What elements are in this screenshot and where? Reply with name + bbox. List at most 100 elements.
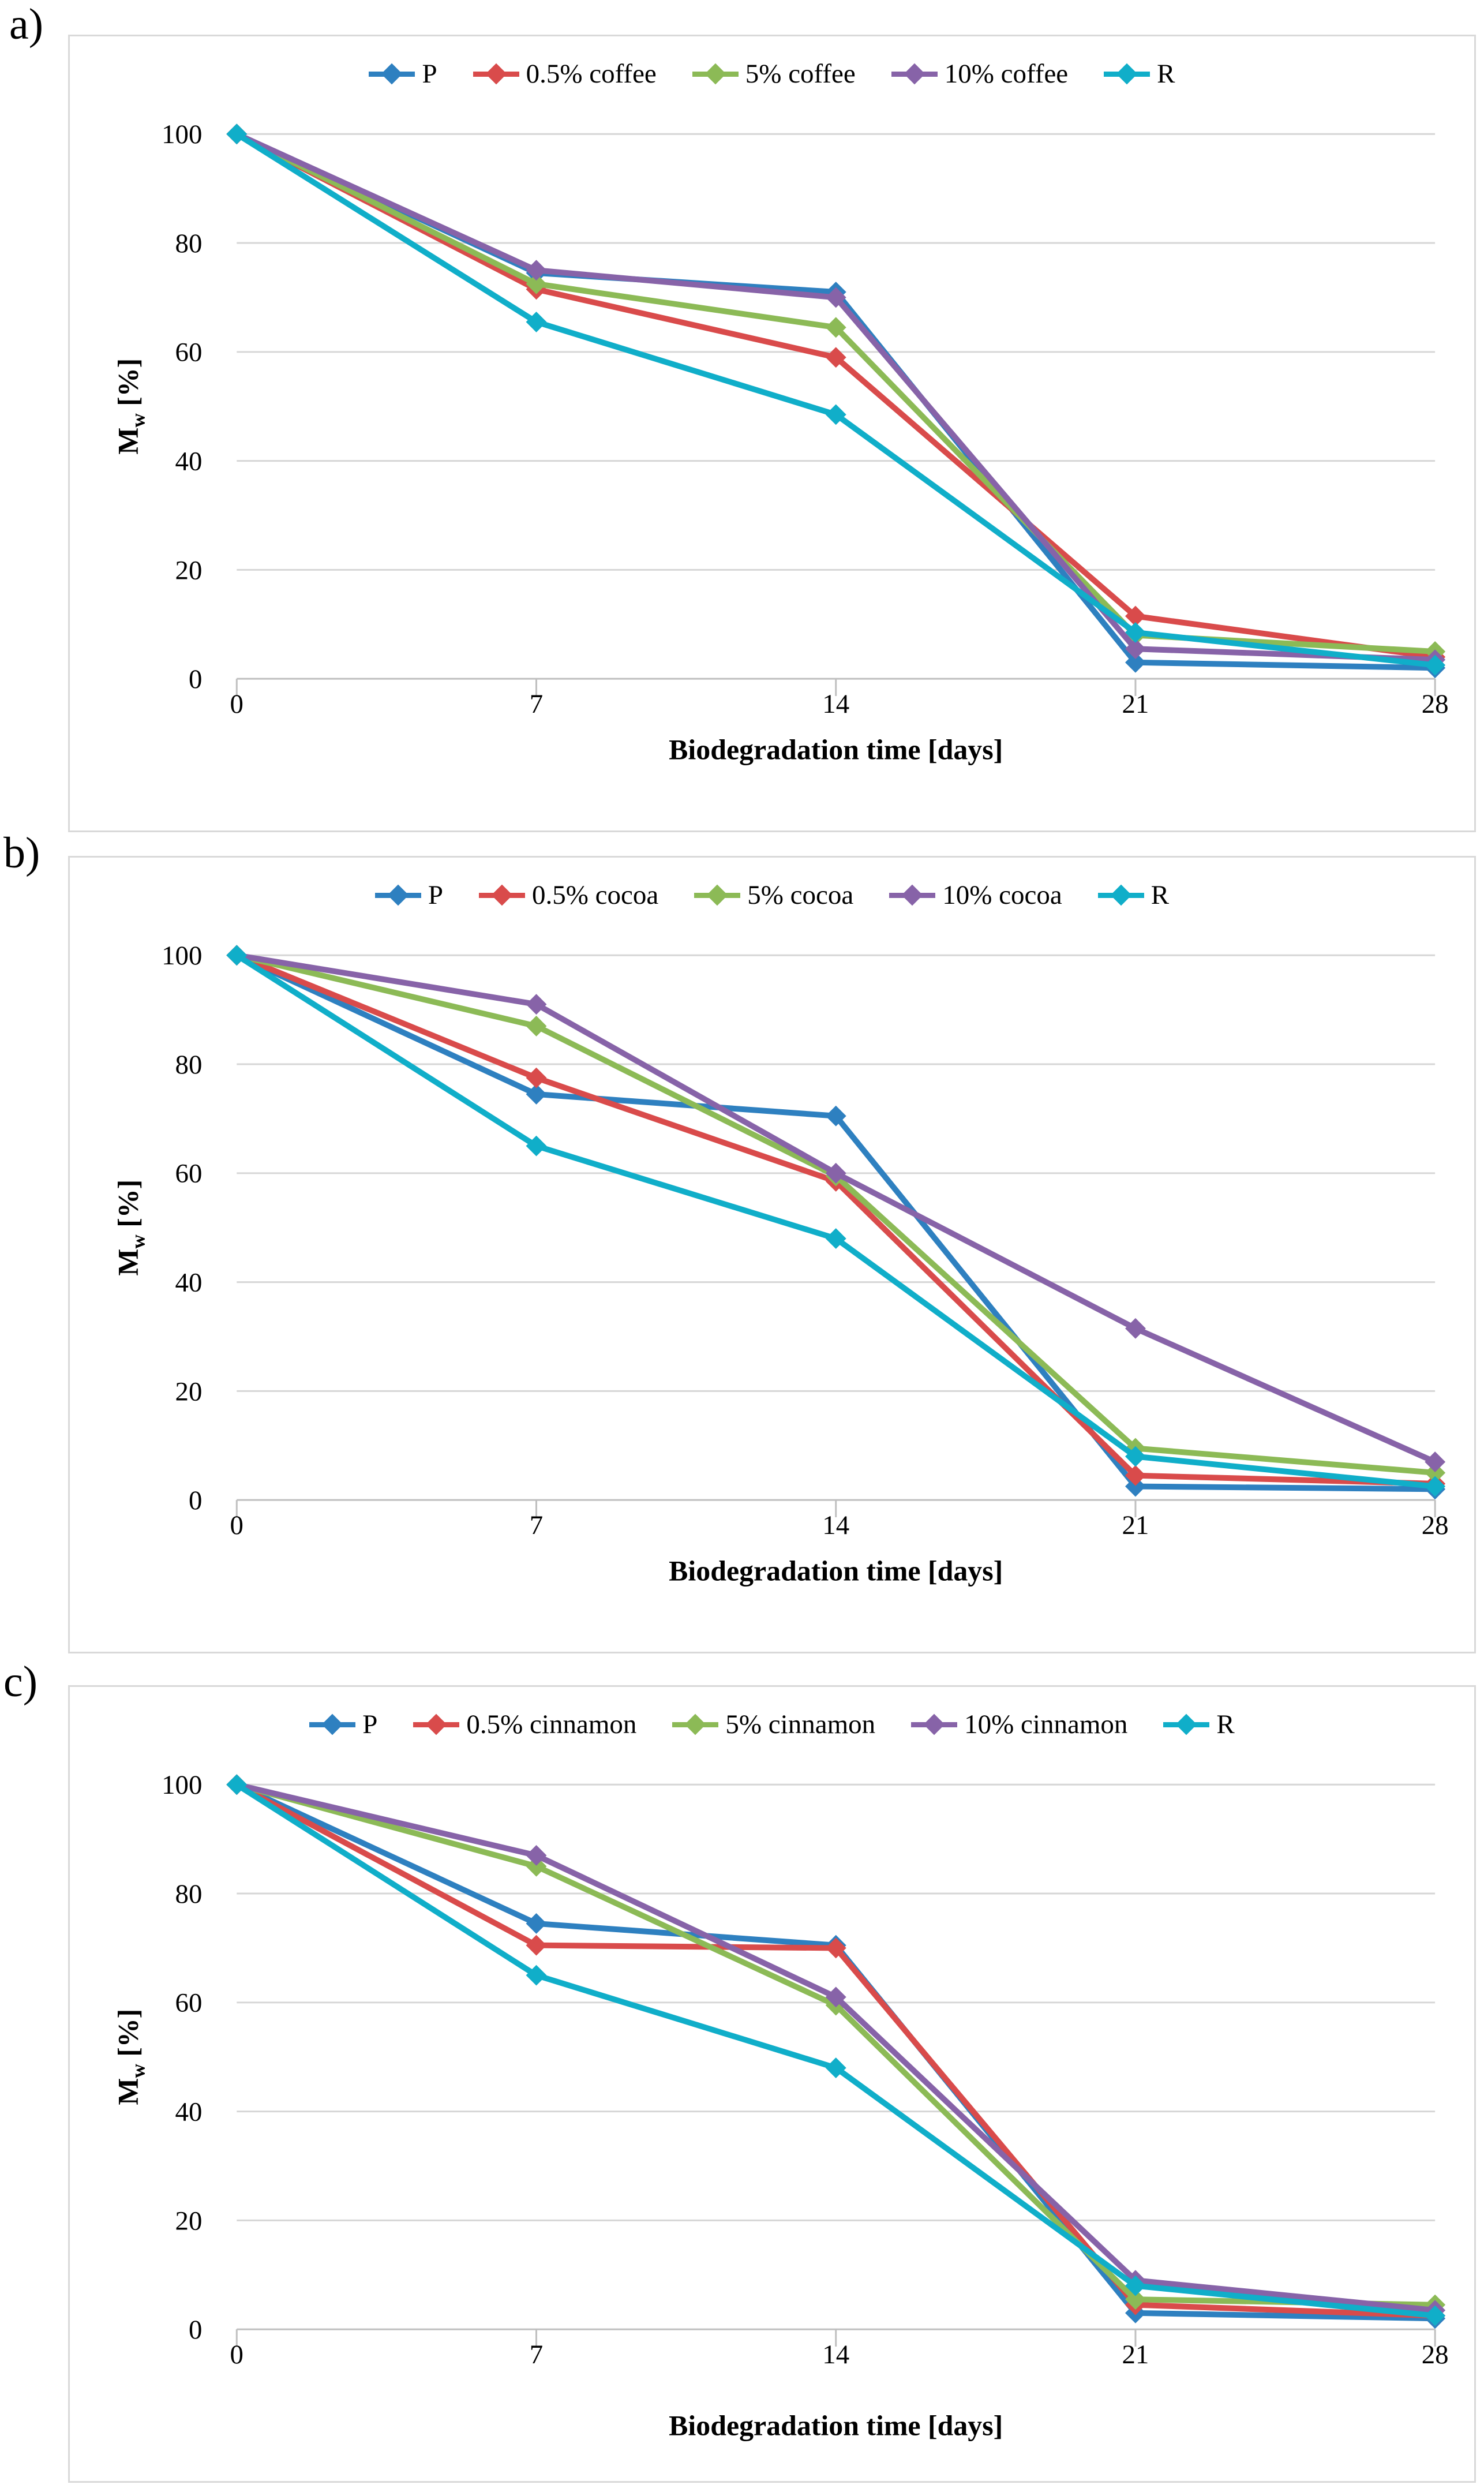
line-plot-cocoa: 0 20 40 60 80 100 0 7 14 21 28 Biodegradation time … [113,941,1449,1587]
legend-label: 10% coffee [944,59,1069,89]
series-0-5-cocoa [226,945,1446,1494]
legend-item-0-5-coffee: 0.5% coffee [473,58,657,89]
legend-diamond [704,63,726,85]
y-tick-label-20: 20 [175,2206,203,2236]
x-axis [235,678,1436,697]
chart-panel-cinnamon: 0 20 40 60 80 100 0 7 14 21 28 Biodegradation time … [68,1685,1476,2483]
legend-item-p: P [369,58,437,89]
y-tick-label-40: 40 [175,447,203,477]
data-point-marker [825,317,846,338]
y-tick-label-100: 100 [162,1770,202,1800]
legend-diamond [387,884,409,906]
legend-label: 5% cocoa [747,880,854,910]
legend-label: P [428,880,444,910]
series-p [226,124,1446,679]
x-tick-label-21: 21 [1122,689,1149,719]
series-line-r [235,953,1436,1490]
x-tick-labels: 0 7 14 21 28 [230,2340,1449,2370]
data-point-marker [825,287,846,308]
legend-label: 0.5% cocoa [532,880,659,910]
legend-label: R [1157,59,1175,89]
legend-line-diamond-icon [479,884,526,906]
legend-diamond [485,63,507,85]
y-tick-label-20: 20 [175,555,203,585]
data-point-marker [526,1965,547,1986]
y-tick-labels: 0 20 40 60 80 100 [162,119,202,694]
legend-line-diamond-icon [672,1713,719,1735]
x-axis-title: Biodegradation time [days] [669,1555,1003,1587]
data-point-marker [1125,2275,1146,2296]
y-axis-title: Mw [%] [113,358,149,455]
legend-label: 10% cocoa [942,880,1062,910]
legend-diamond [685,1713,706,1735]
legend-item-10-coffee: 10% coffee [891,58,1068,89]
legend-line-diamond-icon [1104,63,1151,85]
x-axis-title: Biodegradation time [days] [669,734,1003,766]
panel-letter-b: b) [3,829,40,877]
series-5-cinnamon [226,1774,1446,2315]
series-r [226,945,1446,1497]
legend-diamond [1116,63,1138,85]
data-point-marker [1425,654,1446,676]
y-tick-label-60: 60 [175,1159,203,1189]
x-tick-label-0: 0 [230,1510,243,1540]
series-line-p [235,1782,1436,2322]
data-point-marker [226,1774,248,1795]
series-0-5-cinnamon [226,1774,1446,2326]
legend-diamond [923,1713,945,1735]
x-axis [235,1499,1436,1518]
y-axis-title: Mw [%] [113,2009,149,2105]
series-0-5-coffee [226,124,1446,668]
x-tick-label-7: 7 [530,689,543,719]
y-axis-title: Mw [%] [113,1180,149,1276]
data-point-marker [1125,1465,1146,1486]
legend-label: 0.5% cinnamon [466,1709,637,1739]
data-point-marker [1125,652,1146,673]
data-point-marker [1425,1476,1446,1497]
legend: P 0.5% cocoa 5% cocoa 10% cocoa R [70,880,1474,911]
y-tick-label-60: 60 [175,1988,203,2018]
x-axis [235,2328,1436,2347]
data-point-marker [825,1162,846,1184]
series-line-5-coffee [235,131,1436,654]
x-tick-label-21: 21 [1122,1510,1149,1540]
legend-line-diamond-icon [1097,884,1144,906]
legend-line-diamond-icon [1163,1713,1210,1735]
x-tick-labels: 0 7 14 21 28 [230,1510,1449,1540]
x-tick-labels: 0 7 14 21 28 [230,689,1449,719]
series-line-p [235,952,1436,1492]
chart-frame: 0 20 40 60 80 100 0 7 14 21 28 Biodegradation time … [68,856,1476,1653]
x-tick-label-14: 14 [822,689,849,719]
chart-panel-coffee: 0 20 40 60 80 100 0 7 14 21 28 Biodegradation time … [68,35,1476,832]
series-line-5-cocoa [236,952,1436,1476]
legend-diamond [901,884,923,906]
data-point-marker [1125,622,1146,643]
y-tick-label-100: 100 [162,119,202,149]
legend-item-p: P [309,1709,377,1740]
data-point-marker [526,1067,547,1088]
legend-diamond [1110,884,1132,906]
x-tick-label-7: 7 [530,2340,543,2370]
legend-diamond [321,1713,343,1735]
series-line-0-5-coffee [235,131,1436,660]
data-point-marker [1425,1462,1446,1483]
legend-label: R [1151,880,1170,910]
data-point-marker [1125,1318,1146,1339]
data-point-marker [226,124,248,145]
series-line-5-cinnamon [235,1782,1436,2308]
legend-line-diamond-icon [473,63,519,85]
x-tick-label-7: 7 [530,1510,543,1540]
legend-label: 5% coffee [745,59,856,89]
legend: P 0.5% coffee 5% coffee 10% coffee R [70,58,1474,89]
y-tick-label-20: 20 [175,1376,203,1406]
chart-frame: 0 20 40 60 80 100 0 7 14 21 28 Biodegradation time … [68,35,1476,832]
legend-item-r: R [1163,1709,1235,1740]
x-tick-label-21: 21 [1122,2340,1149,2370]
legend: P 0.5% cinnamon 5% cinnamon 10% cinnamon R [70,1709,1474,1740]
chart-frame: 0 20 40 60 80 100 0 7 14 21 28 Biodegradation time … [68,1685,1476,2483]
data-point-marker [825,404,846,425]
series-p [226,1774,1446,2329]
series-r [226,1774,1446,2326]
legend-label: P [362,1709,378,1739]
